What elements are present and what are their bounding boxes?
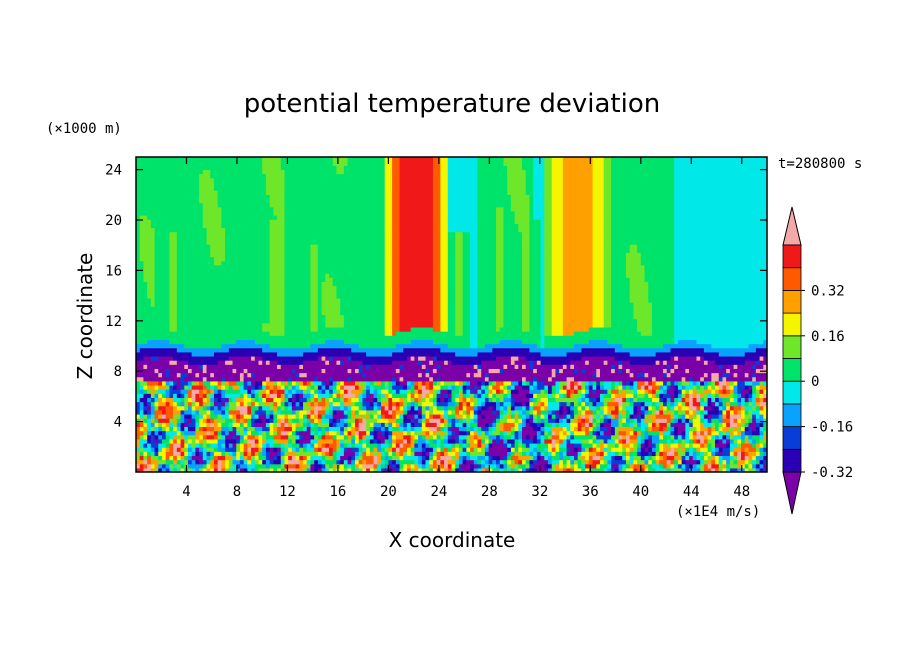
colorbar-segment xyxy=(782,358,802,382)
y-tick-label: 24 xyxy=(105,163,122,179)
time-label: t=280800 s xyxy=(778,156,862,172)
colorbar-segment xyxy=(782,267,802,291)
y-axis-label: Z coordinate xyxy=(73,253,97,380)
colorbar-segment xyxy=(782,448,802,473)
colorbar-upper-triangle xyxy=(782,206,802,246)
x-tick-label: 36 xyxy=(582,484,599,500)
x-tick-label: 44 xyxy=(683,484,700,500)
colorbar-segment xyxy=(782,335,802,359)
x-tick-label: 48 xyxy=(733,484,750,500)
x-tick-label: 40 xyxy=(632,484,649,500)
colorbar-label: -0.32 xyxy=(811,465,853,481)
x-tick-label: 12 xyxy=(279,484,296,500)
colorbar-segment xyxy=(782,403,802,427)
x-tick-label: 8 xyxy=(233,484,241,500)
x-tick-label: 24 xyxy=(430,484,447,500)
colorbar-segment xyxy=(782,244,802,269)
y-tick-label: 16 xyxy=(105,263,122,279)
colorbar-segment xyxy=(782,426,802,450)
colorbar-segment xyxy=(782,380,802,405)
contour-field xyxy=(136,157,767,472)
x-axis-ticks: 4 8 12 16 20 24 28 32 36 40 44 48 xyxy=(182,157,750,500)
x-axis-label: X coordinate xyxy=(389,528,516,552)
colorbar-label: 0 xyxy=(811,374,819,390)
x-tick-label: 28 xyxy=(481,484,498,500)
y-unit-label: (×1000 m) xyxy=(46,121,122,137)
y-tick-label: 20 xyxy=(105,213,122,229)
colorbar-label: -0.16 xyxy=(811,420,853,436)
x-tick-label: 32 xyxy=(531,484,548,500)
colorbar-label: 0.16 xyxy=(811,329,845,345)
colorbar-segment xyxy=(782,289,802,314)
y-tick-label: 4 xyxy=(114,415,122,431)
chart-title: potential temperature deviation xyxy=(244,89,660,119)
plot-frame xyxy=(135,156,768,473)
y-tick-label: 12 xyxy=(105,314,122,330)
x-unit-label: (×1E4 m/s) xyxy=(676,504,760,520)
x-tick-label: 16 xyxy=(329,484,346,500)
x-tick-label: 20 xyxy=(380,484,397,500)
x-tick-label: 4 xyxy=(182,484,190,500)
y-tick-label: 8 xyxy=(114,364,122,380)
colorbar: 0.32 0.16 0 -0.16 -0.32 xyxy=(782,206,853,515)
colorbar-label: 0.32 xyxy=(811,283,845,299)
y-axis-ticks: 4 8 12 16 20 24 xyxy=(105,163,767,431)
colorbar-lower-triangle xyxy=(782,471,802,515)
colorbar-segment xyxy=(782,312,802,337)
